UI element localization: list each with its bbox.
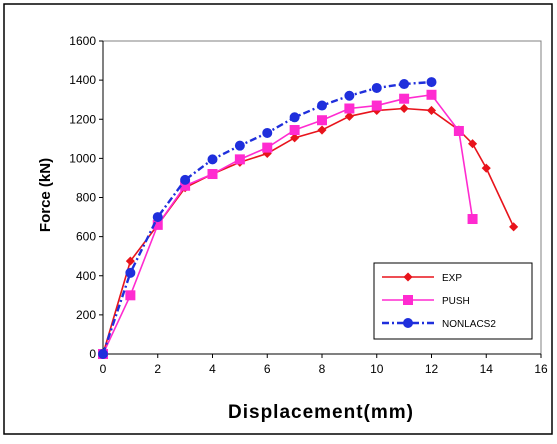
data-point-nonlacs2 [125, 267, 136, 278]
data-point-exp [125, 256, 135, 266]
data-point-exp [481, 163, 491, 173]
data-point-push [207, 169, 218, 180]
data-point-exp [468, 139, 478, 149]
data-point-push [289, 125, 300, 136]
x-tick-label: 10 [370, 362, 384, 376]
data-point-nonlacs2 [152, 212, 163, 223]
data-point-nonlacs2 [207, 154, 218, 165]
y-tick-label: 0 [89, 347, 96, 361]
x-tick-label: 0 [100, 362, 107, 376]
data-point-push [125, 290, 136, 301]
y-tick-label: 600 [76, 230, 96, 244]
data-point-nonlacs2 [317, 100, 327, 111]
x-axis-title: Displacement(mm) [228, 402, 414, 423]
data-point-exp [399, 103, 409, 114]
data-point-push [399, 93, 410, 104]
series-push [98, 89, 478, 359]
data-point-nonlacs2 [371, 82, 382, 93]
axes-group: 0 200 400 600 800 1000 1200 1400 1600 0 2 4 6 8 10 12 14… [69, 34, 548, 376]
chart-border [3, 3, 553, 435]
data-point-nonlacs2 [180, 174, 191, 185]
data-point-push [262, 142, 273, 153]
data-point-push [467, 214, 478, 225]
data-point-nonlacs2 [98, 349, 108, 359]
data-point-nonlacs2 [344, 90, 355, 101]
x-tick-label: 12 [425, 362, 439, 376]
x-tick-label: 6 [264, 362, 271, 376]
data-point-nonlacs2 [262, 127, 273, 138]
legend-label-exp: EXP [442, 273, 462, 284]
legend-marker-push [403, 295, 413, 305]
data-point-nonlacs2 [234, 140, 245, 151]
data-point-push [234, 154, 245, 165]
data-point-exp [426, 105, 437, 116]
y-tick-label: 1600 [69, 34, 96, 48]
x-tick-label: 2 [154, 362, 161, 376]
y-tick-label: 400 [76, 269, 96, 283]
y-tick-label: 1000 [69, 151, 96, 165]
data-point-exp [344, 111, 354, 121]
data-point-exp [509, 222, 519, 232]
data-point-nonlacs2 [289, 112, 300, 123]
legend-label-nonlacs2: NONLACS2 [442, 319, 496, 330]
data-point-nonlacs2 [426, 77, 437, 88]
series-group [98, 77, 519, 359]
y-tick-label: 1200 [69, 112, 96, 126]
legend-label-push: PUSH [442, 296, 470, 307]
y-tick-label: 800 [76, 191, 96, 205]
data-point-push [371, 100, 382, 111]
legend-marker-exp [403, 272, 413, 282]
y-tick-label: 200 [76, 308, 96, 322]
data-point-push [317, 115, 327, 126]
series-nonlacs2 [98, 77, 437, 359]
data-point-push [453, 125, 464, 136]
x-tick-label: 16 [534, 362, 548, 376]
legend-box [373, 262, 533, 340]
x-tick-label: 14 [480, 362, 494, 376]
data-point-exp [290, 133, 300, 143]
data-point-push [426, 89, 437, 100]
y-axis-title: Force (kN) [37, 158, 54, 232]
legend-marker-nonlacs2 [403, 318, 413, 328]
data-point-push [344, 103, 355, 114]
data-point-nonlacs2 [399, 79, 410, 90]
data-point-exp [317, 125, 327, 135]
x-tick-label: 4 [209, 362, 216, 376]
legend: EXP PUSH NONLACS2 [373, 262, 533, 340]
x-tick-label: 8 [319, 362, 326, 376]
y-tick-label: 1400 [69, 73, 96, 87]
